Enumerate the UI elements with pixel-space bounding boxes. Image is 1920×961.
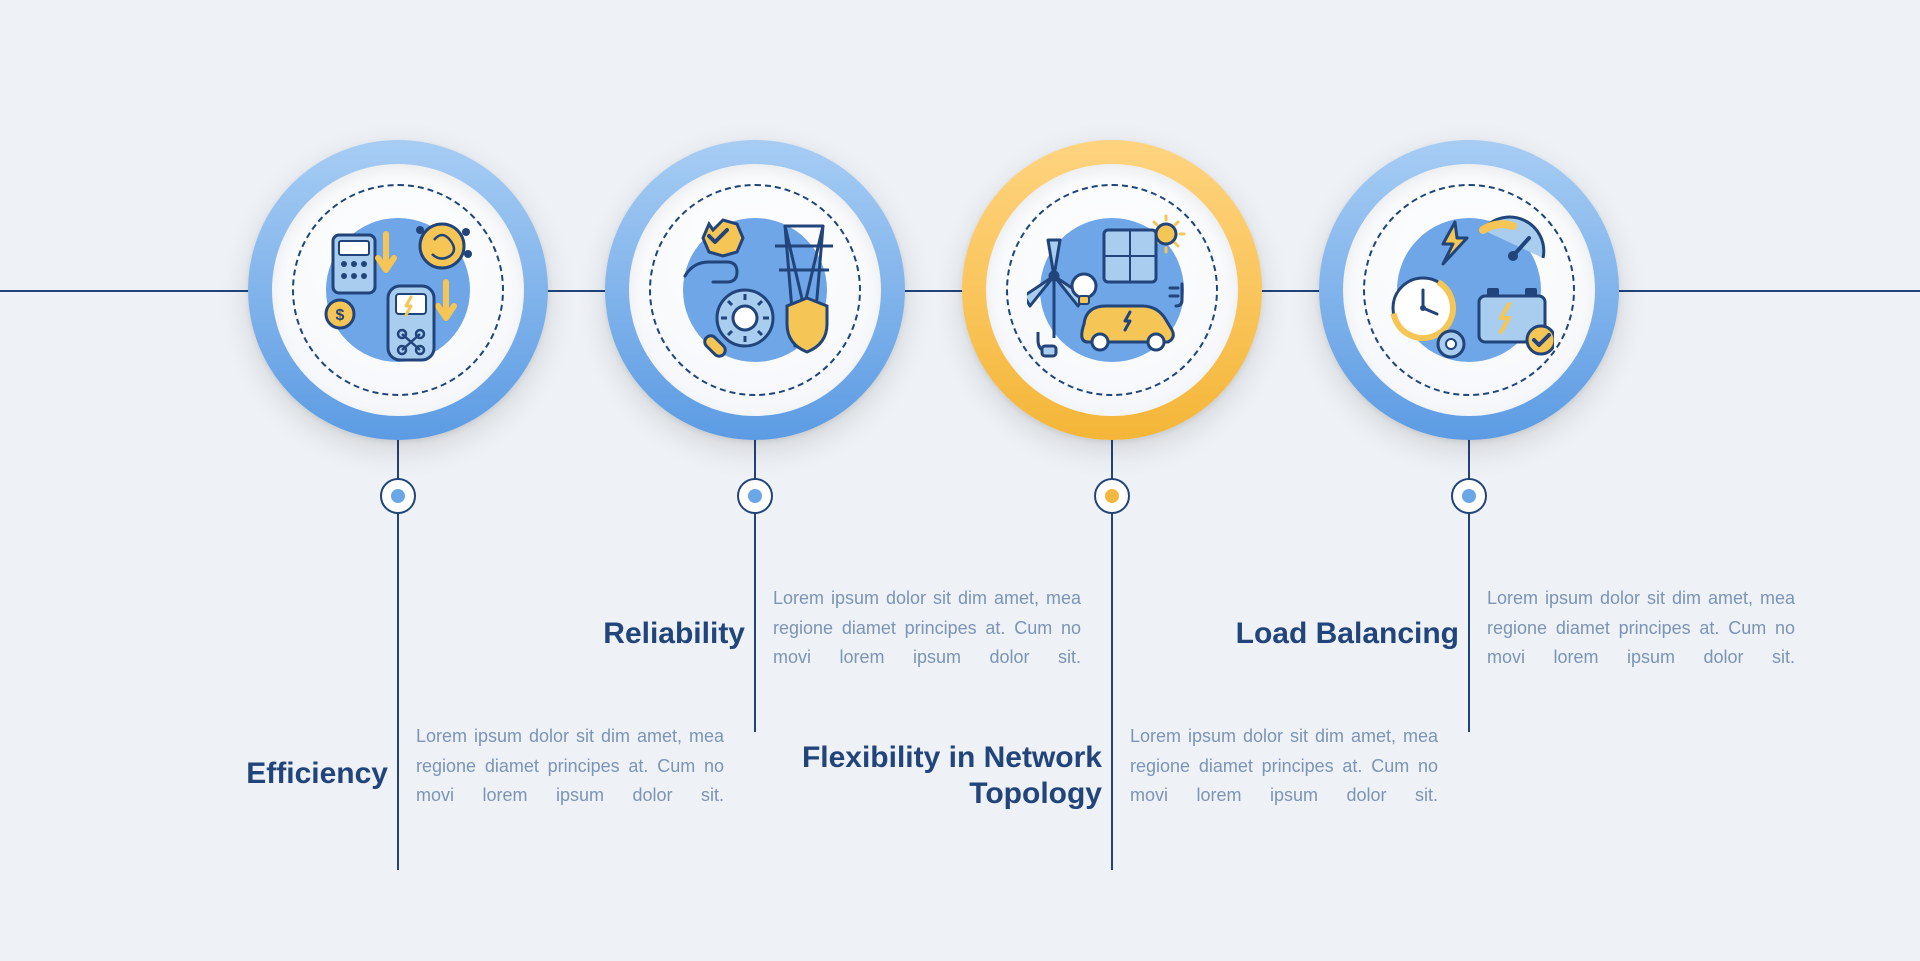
step-title-1: Efficiency xyxy=(58,756,388,792)
step-title-4: Load Balancing xyxy=(1129,616,1459,652)
step-title-col-2: Reliability xyxy=(415,616,745,652)
step-title-col-3: Flexibility in Network Topology xyxy=(772,740,1102,812)
step-2: 2 xyxy=(605,140,905,440)
connector-dot xyxy=(391,489,405,503)
efficiency-icon xyxy=(248,140,548,440)
step-title-col-4: Load Balancing xyxy=(1129,616,1459,652)
step-desc-col-4: Lorem ipsum dolor sit dim amet, mea regi… xyxy=(1487,584,1795,673)
step-ring-4: 4 xyxy=(1319,140,1619,440)
connector-node-2 xyxy=(737,478,773,514)
step-description-1: Lorem ipsum dolor sit dim amet, mea regi… xyxy=(416,722,724,811)
connector-node-1 xyxy=(380,478,416,514)
step-title-3: Flexibility in Network Topology xyxy=(772,740,1102,812)
step-3: 3 xyxy=(962,140,1262,440)
step-4: 4 xyxy=(1319,140,1619,440)
step-ring-1: 1 xyxy=(248,140,548,440)
step-title-2: Reliability xyxy=(415,616,745,652)
infographic-canvas: 1 Efficiency Lorem ipsum dolor sit dim ame… xyxy=(0,0,1920,961)
step-desc-col-2: Lorem ipsum dolor sit dim amet, mea regi… xyxy=(773,584,1081,673)
step-desc-col-1: Lorem ipsum dolor sit dim amet, mea regi… xyxy=(416,722,724,811)
connector-dot xyxy=(1105,489,1119,503)
connector-dot xyxy=(1462,489,1476,503)
step-description-3: Lorem ipsum dolor sit dim amet, mea regi… xyxy=(1130,722,1438,811)
reliability-icon xyxy=(605,140,905,440)
step-ring-3: 3 xyxy=(962,140,1262,440)
step-1: 1 xyxy=(248,140,548,440)
step-title-col-1: Efficiency xyxy=(58,756,388,792)
load-icon xyxy=(1319,140,1619,440)
step-desc-col-3: Lorem ipsum dolor sit dim amet, mea regi… xyxy=(1130,722,1438,811)
connector-dot xyxy=(748,489,762,503)
step-description-2: Lorem ipsum dolor sit dim amet, mea regi… xyxy=(773,584,1081,673)
step-description-4: Lorem ipsum dolor sit dim amet, mea regi… xyxy=(1487,584,1795,673)
connector-node-4 xyxy=(1451,478,1487,514)
step-ring-2: 2 xyxy=(605,140,905,440)
flexibility-icon xyxy=(962,140,1262,440)
connector-node-3 xyxy=(1094,478,1130,514)
